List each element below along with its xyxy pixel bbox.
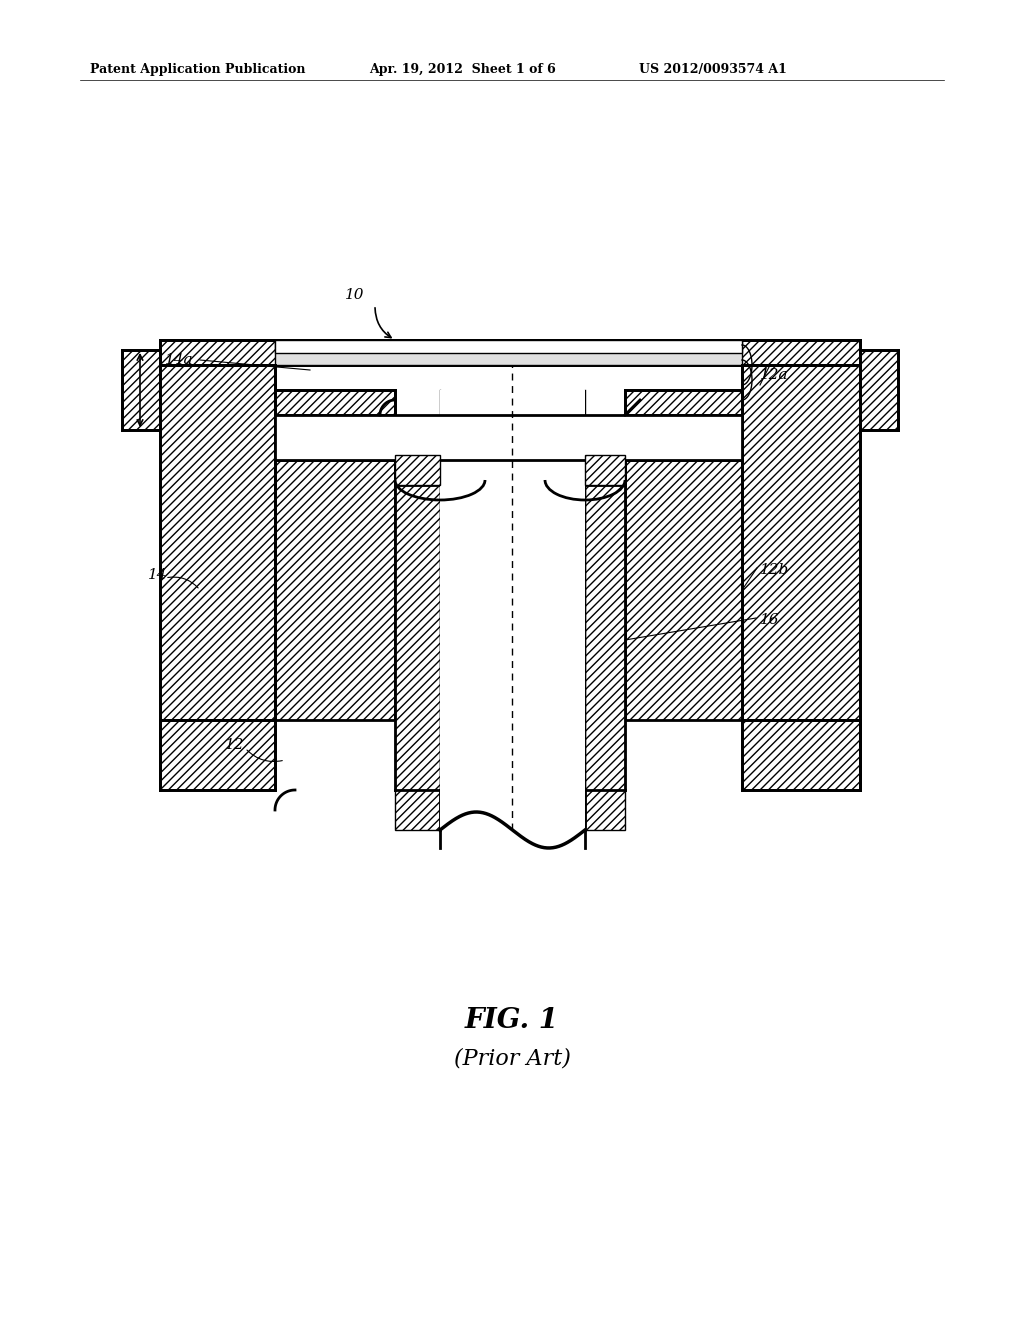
Bar xyxy=(625,389,742,719)
Bar xyxy=(275,341,742,352)
Text: 12: 12 xyxy=(225,738,245,752)
Text: US 2012/0093574 A1: US 2012/0093574 A1 xyxy=(639,63,786,77)
Text: Patent Application Publication: Patent Application Publication xyxy=(90,63,305,77)
Bar xyxy=(860,350,898,430)
Bar xyxy=(122,350,160,430)
Bar xyxy=(160,719,275,789)
FancyArrowPatch shape xyxy=(168,577,199,587)
Bar xyxy=(585,455,625,484)
Bar xyxy=(395,455,440,484)
Bar xyxy=(395,480,440,830)
Bar xyxy=(742,366,860,719)
Text: 10: 10 xyxy=(345,288,365,302)
Bar xyxy=(742,719,860,789)
Text: 14: 14 xyxy=(148,568,168,582)
Bar xyxy=(160,341,860,366)
Text: 16: 16 xyxy=(760,612,779,627)
Text: Apr. 19, 2012  Sheet 1 of 6: Apr. 19, 2012 Sheet 1 of 6 xyxy=(369,63,555,77)
Text: 12b: 12b xyxy=(760,564,790,577)
FancyArrowPatch shape xyxy=(247,750,283,762)
Bar xyxy=(160,341,860,366)
Text: 14a: 14a xyxy=(165,352,194,367)
Bar xyxy=(275,341,742,366)
Bar xyxy=(440,389,585,830)
Bar xyxy=(160,366,275,719)
Text: FIG. 1: FIG. 1 xyxy=(465,1006,559,1034)
Text: 12a: 12a xyxy=(760,368,788,381)
Bar xyxy=(585,480,625,830)
Bar xyxy=(275,389,395,719)
FancyArrowPatch shape xyxy=(375,308,391,338)
Bar xyxy=(275,414,742,459)
Text: (Prior Art): (Prior Art) xyxy=(454,1047,570,1069)
